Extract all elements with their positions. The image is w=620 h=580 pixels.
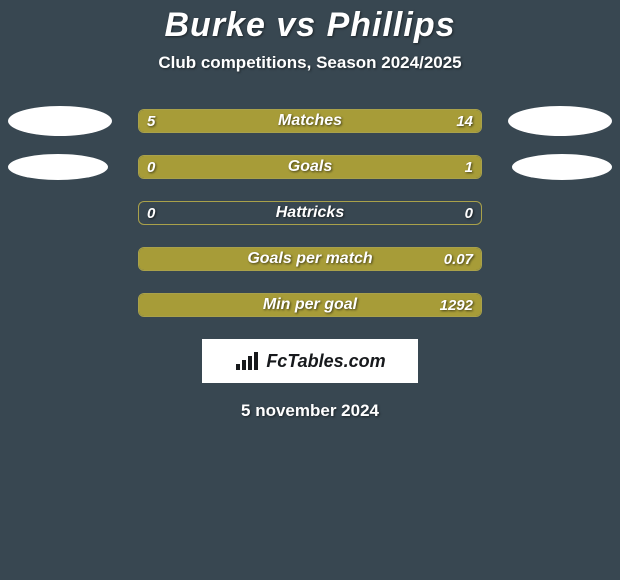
stat-bar-right-fill — [139, 156, 481, 178]
stat-bar: 0.07Goals per match — [138, 247, 482, 271]
stat-right-value: 0.07 — [444, 248, 473, 270]
stat-row: 1292Min per goal — [0, 293, 620, 317]
stat-right-value: 14 — [456, 110, 473, 132]
stat-bar: 1292Min per goal — [138, 293, 482, 317]
page-title: Burke vs Phillips — [0, 6, 620, 45]
right-avatar-slot — [482, 154, 620, 180]
subtitle: Club competitions, Season 2024/2025 — [0, 53, 620, 73]
right-avatar-slot — [482, 106, 620, 136]
stat-bar: 0 0Hattricks — [138, 201, 482, 225]
player-avatar-right — [512, 154, 612, 180]
player-avatar-left — [8, 154, 108, 180]
comparison-card: Burke vs Phillips Club competitions, Sea… — [0, 0, 620, 421]
stat-label: Hattricks — [139, 202, 481, 224]
stat-right-value: 0 — [465, 202, 473, 224]
stat-bar: 01Goals — [138, 155, 482, 179]
stat-row: 01Goals — [0, 155, 620, 179]
stat-row: 0.07Goals per match — [0, 247, 620, 271]
stat-bar-right-fill — [139, 294, 481, 316]
stat-bar-right-fill — [139, 248, 481, 270]
left-avatar-slot — [0, 154, 138, 180]
stat-left-value: 5 — [147, 110, 155, 132]
stat-rows: 514Matches01Goals00Hattricks0.07Goals pe… — [0, 109, 620, 317]
date-label: 5 november 2024 — [0, 401, 620, 421]
left-avatar-slot — [0, 106, 138, 136]
stat-row: 0 0Hattricks — [0, 201, 620, 225]
stat-bar-right-fill — [229, 110, 481, 132]
stat-bar: 514Matches — [138, 109, 482, 133]
player-avatar-right — [508, 106, 612, 136]
bar-chart-icon — [234, 350, 260, 372]
player-avatar-left — [8, 106, 112, 136]
stat-left-value: 0 — [147, 202, 155, 224]
stat-right-value: 1 — [465, 156, 473, 178]
brand-badge[interactable]: FcTables.com — [202, 339, 418, 383]
stat-row: 514Matches — [0, 109, 620, 133]
stat-right-value: 1292 — [440, 294, 473, 316]
stat-left-value: 0 — [147, 156, 155, 178]
brand-text: FcTables.com — [266, 351, 385, 372]
